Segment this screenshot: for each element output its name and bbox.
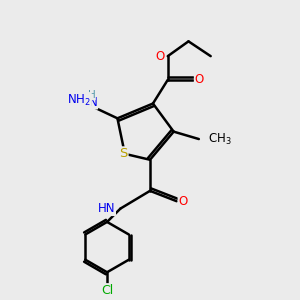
Text: N: N bbox=[88, 95, 97, 109]
Text: H: H bbox=[81, 96, 89, 106]
Text: O: O bbox=[156, 50, 165, 63]
Text: H: H bbox=[88, 90, 95, 100]
Text: CH$_3$: CH$_3$ bbox=[208, 131, 232, 147]
Text: HN: HN bbox=[98, 202, 115, 215]
Text: N: N bbox=[88, 95, 97, 109]
Text: S: S bbox=[119, 147, 128, 160]
Text: Cl: Cl bbox=[101, 284, 113, 297]
Text: O: O bbox=[195, 73, 204, 86]
Text: O: O bbox=[178, 195, 188, 208]
Text: NH$_2$: NH$_2$ bbox=[67, 93, 91, 108]
